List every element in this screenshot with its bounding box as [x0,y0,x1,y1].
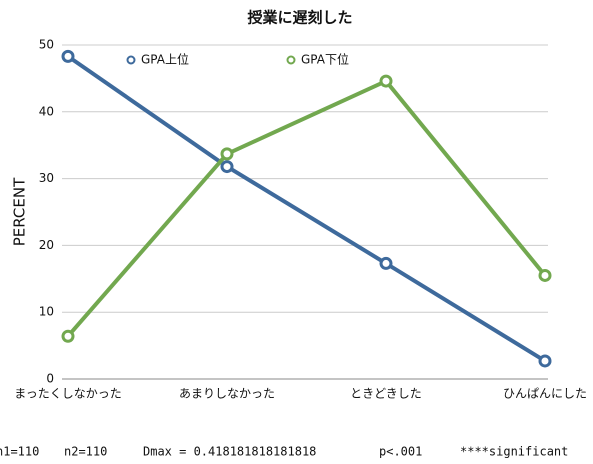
y-axis-label: PERCENT [11,177,29,246]
footer-p: p<.001 [379,445,422,459]
y-tick-label: 30 [39,171,54,185]
data-point [220,160,234,174]
data-point [379,74,393,88]
legend-marker [286,55,296,65]
y-tick-label: 10 [39,305,54,319]
series-line [66,79,547,338]
footer-significance: ****significant [460,445,568,459]
chart-title: 授業に遅刻した [247,9,352,27]
data-point [379,256,393,270]
data-point [61,49,75,63]
footer-dmax: Dmax = 0.418181818181818 [143,445,316,459]
legend-marker [126,55,136,65]
y-tick-label: 20 [39,238,54,252]
x-tick-label: ひんぱんにした [503,387,587,401]
y-tick-label: 50 [39,38,54,52]
footer-n1: n1=110 [0,445,39,459]
x-tick-label: ときどきした [350,387,422,401]
footer-n2: n2=110 [64,445,107,459]
data-point [538,354,552,368]
y-tick-label: 40 [39,104,54,118]
x-tick-label: あまりしなかった [179,387,275,401]
x-tick-label: まったくしなかった [14,387,122,401]
legend-label: GPA上位 [141,52,189,67]
data-point [220,147,234,161]
legend-label: GPA下位 [301,52,349,67]
series-line [66,54,547,363]
data-point [61,329,75,343]
data-point [538,268,552,282]
y-tick-label: 0 [46,372,54,386]
